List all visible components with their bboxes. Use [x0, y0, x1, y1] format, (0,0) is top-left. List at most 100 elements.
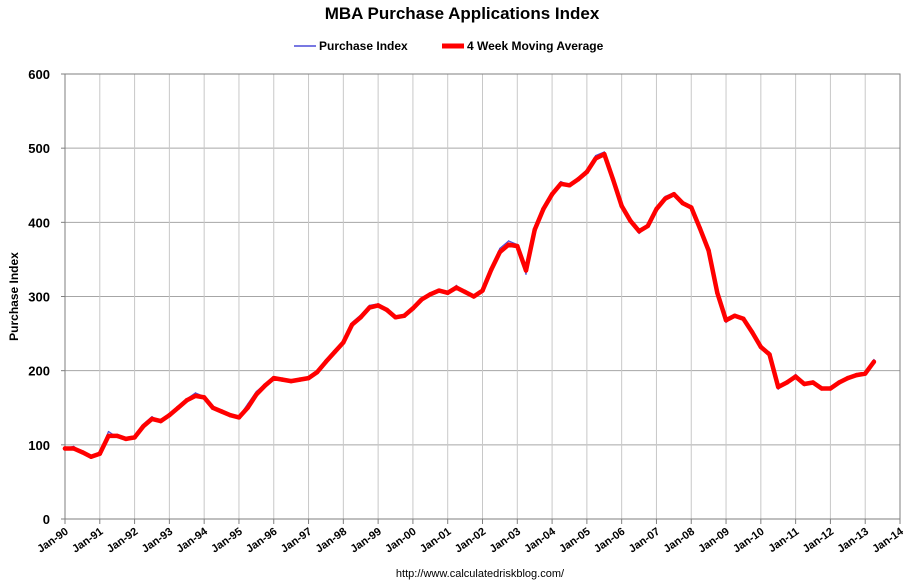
x-tick-label: Jan-98	[314, 526, 349, 556]
series-0	[64, 151, 875, 459]
data-point	[480, 288, 485, 293]
data-point	[689, 205, 694, 210]
data-point	[123, 436, 129, 442]
source-url: http://www.calculatedriskblog.com/	[396, 568, 565, 580]
data-point	[167, 413, 172, 418]
data-point	[732, 313, 737, 318]
data-point	[193, 393, 198, 399]
data-point	[793, 374, 798, 379]
data-point	[245, 405, 250, 410]
series-layer	[62, 151, 877, 459]
data-point	[393, 315, 398, 320]
gridlines	[64, 73, 901, 520]
x-tick-label: Jan-14	[870, 525, 906, 555]
data-point	[663, 196, 668, 201]
chart-title: MBA Purchase Applications Index	[325, 4, 600, 23]
data-point	[863, 371, 868, 376]
data-point	[558, 181, 563, 186]
y-tick-label: 100	[28, 438, 50, 453]
x-tick-label: Jan-97	[279, 526, 314, 556]
data-point	[202, 395, 207, 400]
data-point	[306, 375, 311, 381]
x-tick-label: Jan-03	[488, 526, 523, 556]
x-tick-label: Jan-07	[627, 526, 662, 556]
y-tick-label: 400	[28, 215, 50, 230]
data-point	[115, 433, 120, 439]
data-point	[671, 192, 677, 197]
data-point	[454, 285, 459, 290]
data-point	[758, 344, 763, 350]
legend-label-purchase-index: Purchase Index	[319, 39, 408, 53]
data-point	[541, 206, 546, 212]
data-point	[567, 183, 572, 188]
x-tick-label: Jan-04	[522, 525, 558, 555]
data-point	[776, 384, 781, 390]
data-point	[749, 329, 755, 335]
x-tick-label: Jan-02	[453, 526, 488, 556]
x-tick-label: Jan-90	[35, 526, 70, 556]
data-point	[706, 248, 711, 253]
data-point	[297, 377, 302, 382]
data-point	[871, 359, 877, 364]
data-point	[506, 242, 511, 247]
data-point	[375, 303, 381, 308]
x-tick-label: Jan-05	[557, 526, 592, 556]
data-point	[271, 375, 276, 381]
data-point	[576, 177, 581, 182]
data-point	[819, 386, 824, 391]
y-tick-label: 0	[43, 512, 50, 527]
data-point	[697, 226, 703, 231]
x-tick-label: Jan-91	[70, 526, 105, 556]
data-point	[836, 380, 842, 385]
data-point	[323, 359, 329, 364]
x-tick-label: Jan-13	[835, 526, 870, 556]
data-point	[236, 415, 242, 420]
legend-label-moving-average: 4 Week Moving Average	[467, 39, 604, 53]
data-point	[619, 203, 624, 209]
data-point	[845, 375, 850, 381]
y-axis: 0 100 200 300 400 500 600	[28, 67, 65, 527]
x-tick-label: Jan-12	[801, 526, 836, 556]
x-axis: Jan-90 Jan-91 Jan-92 Jan-93 Jan-94 Jan-95 Jan-…	[35, 519, 906, 555]
data-point	[654, 206, 659, 212]
data-point	[194, 392, 197, 394]
data-point	[410, 306, 416, 311]
x-tick-label: Jan-09	[696, 526, 731, 556]
data-point	[349, 322, 355, 327]
x-tick-label: Jan-99	[348, 526, 383, 556]
data-point	[802, 381, 807, 387]
data-point	[471, 294, 476, 299]
data-point	[341, 340, 346, 345]
x-tick-label: Jan-92	[105, 526, 140, 556]
data-point	[741, 316, 746, 321]
series-1	[62, 151, 877, 459]
data-point	[107, 430, 110, 433]
data-point	[593, 156, 598, 161]
data-point	[402, 313, 407, 318]
data-point	[680, 200, 685, 206]
x-tick-label: Jan-08	[662, 526, 697, 556]
data-point	[549, 192, 555, 197]
data-point	[602, 151, 607, 157]
data-point	[499, 247, 501, 249]
y-tick-label: 200	[28, 364, 50, 379]
data-point	[419, 297, 424, 302]
x-tick-label: Jan-94	[174, 525, 210, 555]
y-tick-label: 300	[28, 290, 50, 305]
data-point	[525, 273, 527, 275]
data-point	[508, 240, 510, 242]
data-point	[723, 318, 729, 323]
data-point	[523, 268, 529, 273]
data-point	[71, 446, 76, 451]
data-point	[367, 305, 372, 310]
data-point	[332, 349, 337, 355]
data-point	[532, 227, 537, 232]
y-axis-title: Purchase Index	[7, 252, 21, 341]
x-tick-label: Jan-93	[140, 526, 175, 556]
data-point	[489, 267, 494, 272]
data-point	[610, 177, 616, 182]
data-point	[280, 377, 285, 382]
x-tick-label: Jan-11	[766, 526, 801, 555]
data-point	[462, 289, 468, 295]
data-point	[584, 169, 590, 175]
